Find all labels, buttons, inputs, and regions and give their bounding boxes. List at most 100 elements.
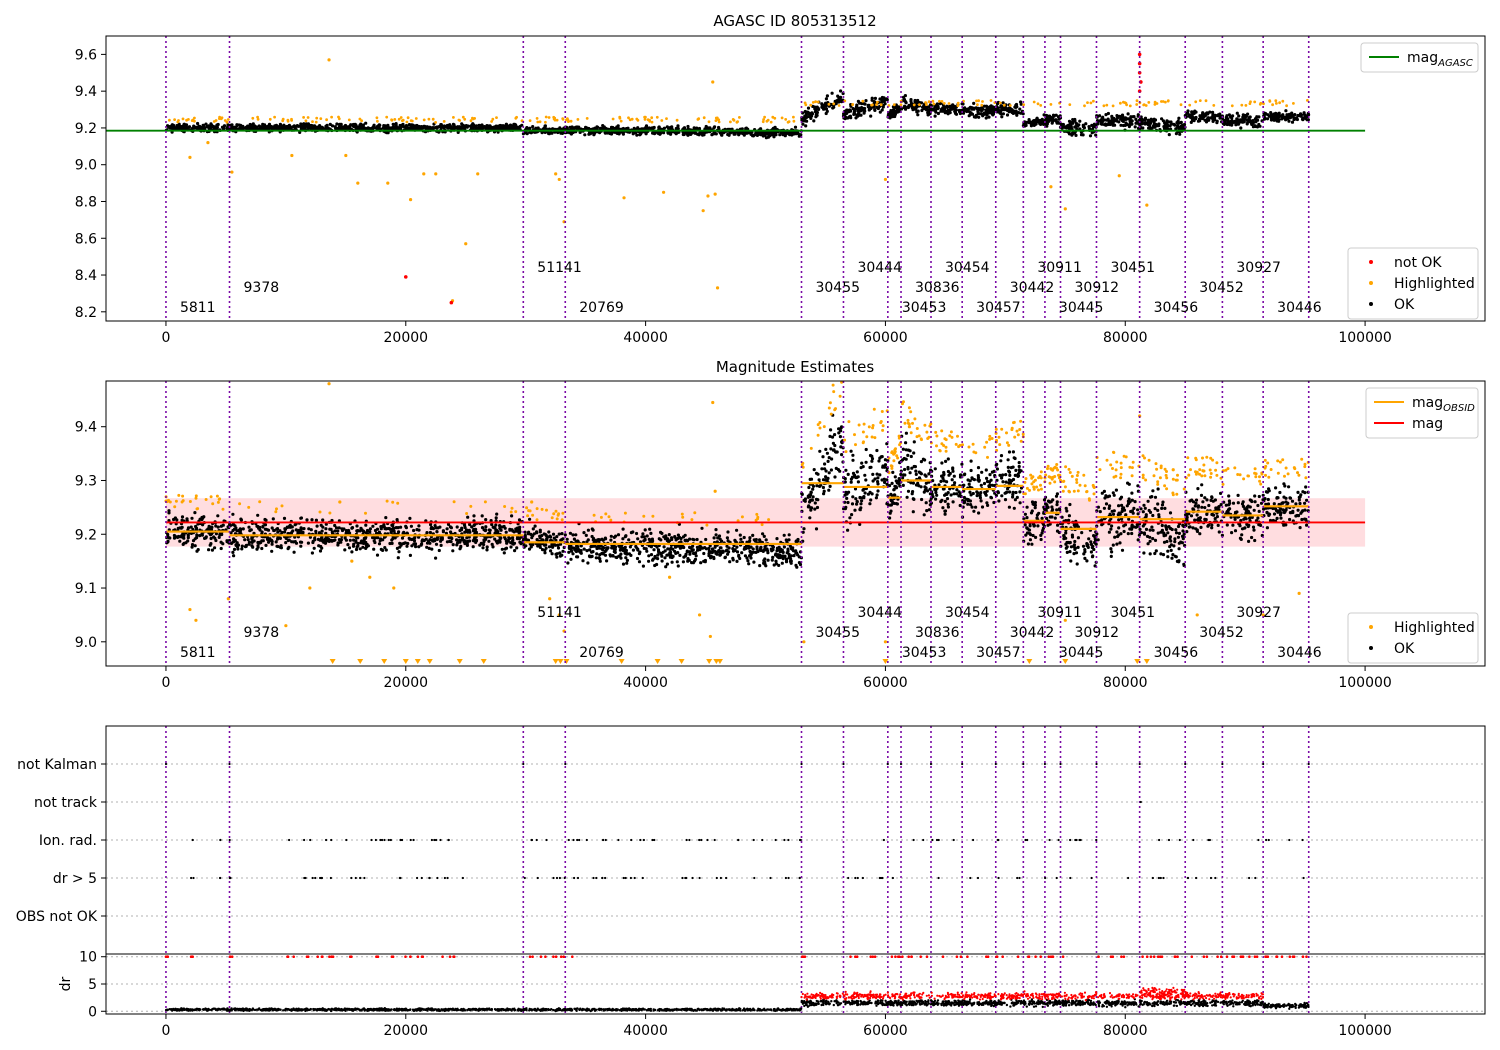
highlighted-point-1-13 [661, 190, 666, 194]
x-tick-label-1-5: 100000 [1338, 330, 1391, 346]
highlighted-band-points-1 [168, 99, 1309, 124]
obsid-label-1-12: 30445 [1059, 300, 1104, 316]
legend-box-1a [1360, 42, 1479, 73]
ok-points-1-14 [1095, 111, 1142, 132]
ok-points-1-9 [961, 101, 997, 120]
y-tick-label-1-4: 9.0 [75, 158, 97, 174]
obsid-label-1-3: 20769 [579, 300, 624, 316]
obsid-label-1-8: 30454 [945, 260, 990, 276]
highlighted-point-1-12 [622, 196, 626, 200]
highlighted-point-1-18 [715, 286, 720, 290]
highlighted-point-2-21 [907, 425, 912, 429]
highlighted-point-2-24 [1171, 468, 1175, 472]
y-tick-label-4-2: 10 [79, 950, 97, 966]
highlighted-point-1-16 [713, 192, 717, 196]
highlighted-point-2-0 [327, 382, 331, 386]
x-tick-label-2-4: 80000 [1103, 675, 1148, 691]
clipped-highlight-marker-6 [456, 659, 463, 664]
legend-label-2a-1: mag [1412, 416, 1443, 432]
legend-marker-1b-1 [1369, 281, 1373, 285]
highlighted-point-2-14 [711, 400, 715, 405]
highlighted-point-2-2 [350, 559, 354, 563]
x-tick-label-4-5: 100000 [1338, 1023, 1391, 1039]
highlighted-point-1-5 [434, 172, 438, 176]
highlighted-point-1-2 [386, 181, 390, 185]
legend-label-2b-1: OK [1394, 641, 1415, 657]
not-ok-point-1-3 [1137, 61, 1142, 66]
obsid-label-2-14: 30451 [1110, 605, 1155, 621]
agasc-plot-frame [105, 35, 1486, 322]
legend-label-2b-0: Highlighted [1394, 620, 1475, 636]
clipped-highlight-marker-4 [414, 659, 421, 664]
clipped-highlight-marker-1 [357, 659, 364, 664]
clipped-highlight-marker-5 [426, 659, 433, 664]
ok-points-1-16 [1183, 109, 1224, 125]
clipped-highlight-marker-2 [381, 659, 388, 664]
legend-label-1b-2: OK [1394, 297, 1415, 313]
x-tick-label-2-0: 0 [161, 675, 170, 691]
y-tick-label-4-0: 0 [88, 1004, 97, 1020]
highlighted-point-2-20 [883, 640, 888, 644]
x-tick-label-2-1: 20000 [384, 675, 429, 691]
highlighted-point-1-19 [883, 177, 888, 182]
magnitude-estimates-panel: Magnitude Estimates 5811 9378 51141 20769 30… [75, 358, 1486, 691]
highlighted-point-2-19 [802, 640, 806, 644]
clipped-highlight-marker-14 [706, 659, 713, 664]
ok-points-2-8 [929, 457, 964, 516]
legend-box-1b [1347, 247, 1479, 320]
ok-points-1-7 [899, 94, 933, 117]
dr-panel: 0 20000 40000 60000 80000 100000 0 5 10 dr [58, 950, 1486, 1039]
legend-label-1b-1: Highlighted [1394, 276, 1475, 292]
legend-box-2b [1347, 612, 1479, 664]
not-ok-point-1-2 [1137, 52, 1142, 57]
highlighted-point-1-28 [344, 153, 348, 158]
y-tick-label-2-4: 9.4 [75, 420, 97, 436]
obsid-label-2-5: 30444 [857, 605, 902, 621]
y-tick-label-1-6: 9.4 [75, 84, 97, 100]
x-tick-label-4-2: 40000 [623, 1023, 668, 1039]
y-tick-label-2-3: 9.3 [75, 473, 97, 489]
clipped-highlight-marker-17 [882, 659, 889, 664]
y-tick-label-1-3: 8.8 [75, 194, 97, 210]
obsid-label-2-10: 30442 [1010, 625, 1055, 641]
ok-points-1-12 [1043, 113, 1063, 128]
clipped-highlight-marker-20 [1134, 659, 1141, 664]
obsid-label-1-10: 30442 [1010, 280, 1055, 296]
highlighted-point-1-7 [464, 242, 468, 246]
highlighted-point-2-22 [1063, 618, 1067, 622]
obsid-label-1-17: 30927 [1236, 260, 1281, 276]
obsid-label-1-15: 30456 [1154, 300, 1199, 316]
highlighted-point-2-8 [194, 618, 198, 622]
obsid-label-2-4: 30455 [815, 625, 860, 641]
x-tick-label-4-1: 20000 [384, 1023, 429, 1039]
y-tick-label-1-1: 8.4 [75, 268, 97, 284]
x-tick-label-1-1: 20000 [384, 330, 429, 346]
highlighted-point-2-15 [713, 489, 717, 493]
legend-sublabel-1a-0: AGASC [1437, 58, 1473, 69]
x-tick-label-1-4: 80000 [1103, 330, 1148, 346]
flag-label-3: dr > 5 [53, 871, 97, 887]
highlighted-point-1-20 [1049, 185, 1053, 189]
highlighted-point-2-7 [188, 607, 192, 612]
clipped-highlight-marker-21 [1143, 659, 1150, 664]
clipped-highlight-marker-18 [1026, 659, 1033, 664]
obsid-label-2-3: 20769 [579, 645, 624, 661]
x-tick-label-4-0: 0 [161, 1023, 170, 1039]
highlighted-point-1-4 [422, 172, 426, 176]
magnitude-estimates-title: Magnitude Estimates [716, 358, 874, 376]
highlighted-point-2-12 [557, 613, 561, 617]
flag-label-0: not Kalman [17, 757, 97, 773]
highlighted-point-2-25 [1195, 613, 1199, 617]
clipped-highlight-marker-7 [480, 659, 487, 664]
obsid-label-2-17: 30927 [1236, 605, 1281, 621]
highlighted-point-1-21 [1063, 207, 1067, 211]
legend-marker-1b-2 [1369, 302, 1373, 306]
obsid-label-2-7: 30836 [915, 625, 960, 641]
clipped-highlight-marker-0 [329, 659, 336, 664]
y-tick-label-4-1: 5 [88, 977, 97, 993]
x-tick-label-4-3: 60000 [863, 1023, 908, 1039]
obsid-label-2-6: 30453 [902, 645, 947, 661]
magnitude-plot-frame [105, 380, 1486, 667]
ok-points-2-12 [1043, 492, 1063, 535]
